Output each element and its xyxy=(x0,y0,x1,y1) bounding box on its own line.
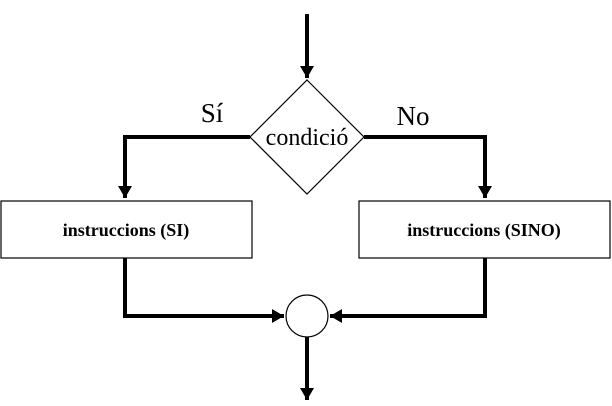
yes-branch-label: Sí xyxy=(201,98,224,128)
yes-merge-connector xyxy=(123,258,284,323)
yes-branch-connector xyxy=(118,135,250,198)
no-merge-connector xyxy=(330,258,487,323)
process-box-yes-label: instruccions (SI) xyxy=(63,220,190,241)
no-branch-label: No xyxy=(397,101,430,131)
process-box-no xyxy=(358,200,611,259)
decision-diamond xyxy=(249,79,365,195)
process-box-yes xyxy=(0,200,253,259)
no-branch-connector xyxy=(364,135,492,198)
decision-label: condició xyxy=(266,125,349,151)
merge-node xyxy=(285,294,329,338)
process-box-no-label: instruccions (SINO) xyxy=(407,220,561,241)
